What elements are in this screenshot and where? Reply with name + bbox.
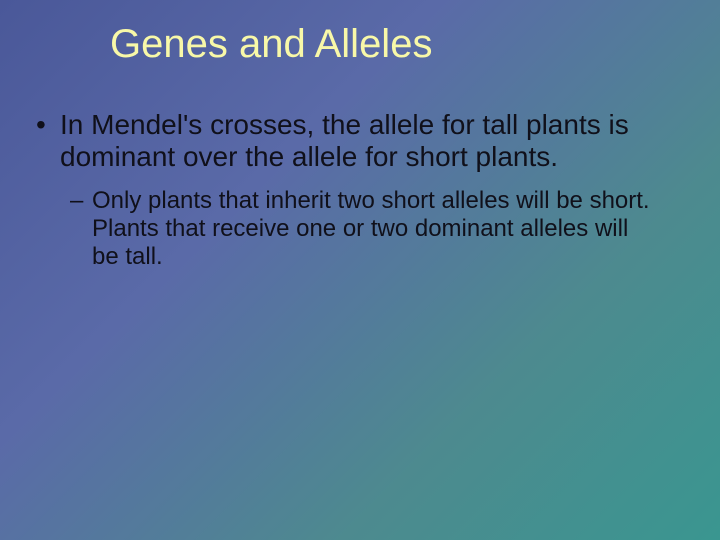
bullet-level-2: Only plants that inherit two short allel…	[30, 187, 660, 270]
slide-content: In Mendel's crosses, the allele for tall…	[0, 67, 720, 270]
slide-title: Genes and Alleles	[0, 0, 720, 67]
slide: Genes and Alleles In Mendel's crosses, t…	[0, 0, 720, 540]
bullet-level-1: In Mendel's crosses, the allele for tall…	[30, 109, 660, 173]
